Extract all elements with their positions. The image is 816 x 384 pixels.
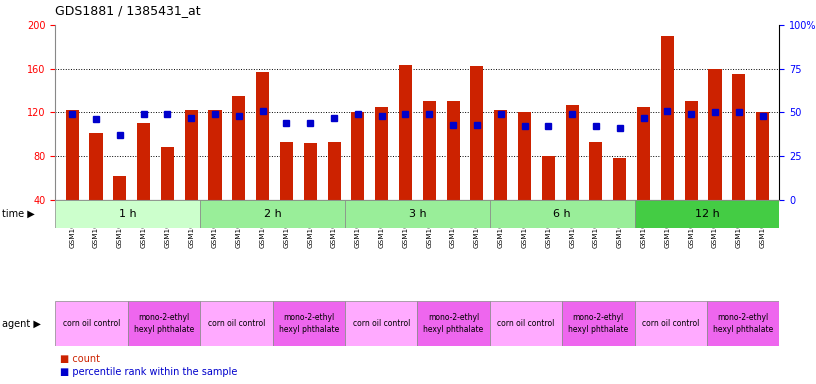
Bar [446,101,459,200]
Bar [490,200,635,228]
Text: corn oil control: corn oil control [642,319,699,328]
Bar [399,65,412,200]
Bar [327,142,340,200]
Bar [565,105,579,200]
Bar [352,112,365,200]
Bar [208,110,222,200]
Bar [200,301,273,346]
Bar [756,112,769,200]
Bar [184,110,197,200]
Text: mono-2-ethyl
hexyl phthalate: mono-2-ethyl hexyl phthalate [568,313,628,334]
Bar [732,74,745,200]
Text: ■ count: ■ count [60,354,100,364]
Text: agent ▶: agent ▶ [2,318,41,329]
Bar [256,72,269,200]
Text: 1 h: 1 h [119,209,136,219]
Text: GDS1881 / 1385431_at: GDS1881 / 1385431_at [55,4,201,17]
Bar [304,143,317,200]
Bar [418,301,490,346]
Text: 3 h: 3 h [409,209,426,219]
Bar [707,301,779,346]
Bar [55,200,200,228]
Bar [90,133,103,200]
Text: 12 h: 12 h [694,209,719,219]
Bar [423,101,436,200]
Bar [661,36,674,200]
Bar [233,96,246,200]
Text: corn oil control: corn oil control [353,319,410,328]
Bar [589,142,602,200]
Bar [113,175,126,200]
Bar [708,69,721,200]
Bar [635,200,779,228]
Bar [562,301,635,346]
Bar [273,301,345,346]
Text: 6 h: 6 h [553,209,571,219]
Text: corn oil control: corn oil control [208,319,265,328]
Text: ■ percentile rank within the sample: ■ percentile rank within the sample [60,367,237,377]
Bar [200,200,345,228]
Bar [685,101,698,200]
Bar [635,301,707,346]
Text: corn oil control: corn oil control [497,319,555,328]
Bar [637,107,650,200]
Text: mono-2-ethyl
hexyl phthalate: mono-2-ethyl hexyl phthalate [713,313,774,334]
Bar [280,142,293,200]
Bar [470,66,483,200]
Bar [518,112,531,200]
Bar [161,147,174,200]
Bar [55,301,128,346]
Text: time ▶: time ▶ [2,209,34,219]
Bar [375,107,388,200]
Bar [65,110,78,200]
Bar [137,123,150,200]
Text: mono-2-ethyl
hexyl phthalate: mono-2-ethyl hexyl phthalate [279,313,339,334]
Bar [345,301,418,346]
Text: mono-2-ethyl
hexyl phthalate: mono-2-ethyl hexyl phthalate [134,313,194,334]
Bar [542,156,555,200]
Text: 2 h: 2 h [264,209,282,219]
Bar [345,200,490,228]
Bar [128,301,200,346]
Text: mono-2-ethyl
hexyl phthalate: mono-2-ethyl hexyl phthalate [424,313,484,334]
Bar [613,158,627,200]
Bar [490,301,562,346]
Text: corn oil control: corn oil control [63,319,121,328]
Bar [494,110,508,200]
